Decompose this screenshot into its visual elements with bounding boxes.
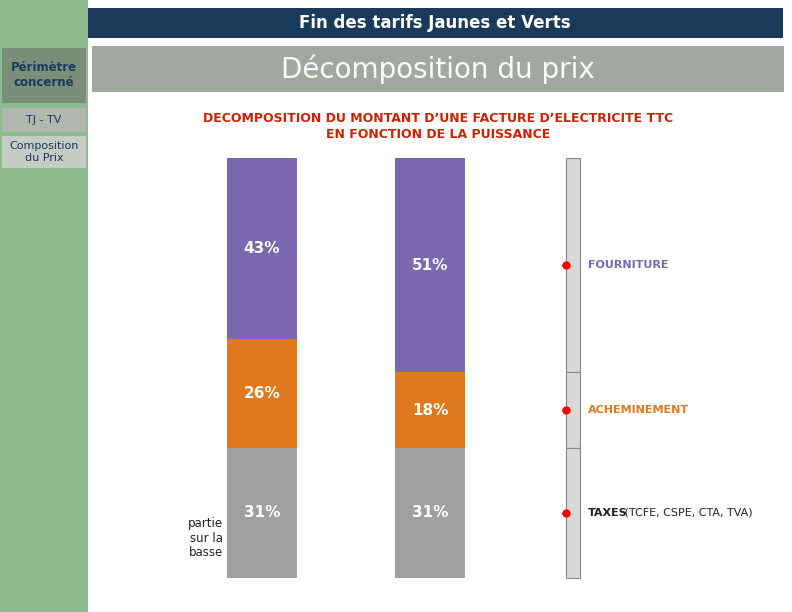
Text: 43%: 43% <box>244 241 280 256</box>
Text: Périmètre
concerné: Périmètre concerné <box>11 61 77 89</box>
FancyBboxPatch shape <box>395 448 465 578</box>
FancyBboxPatch shape <box>395 158 465 372</box>
Text: 18%: 18% <box>412 403 448 417</box>
Text: TAXES: TAXES <box>588 508 628 518</box>
Text: Décomposition du prix: Décomposition du prix <box>281 54 595 84</box>
Text: Composition
du Prix: Composition du Prix <box>10 141 78 163</box>
FancyBboxPatch shape <box>2 108 86 132</box>
FancyBboxPatch shape <box>227 448 297 578</box>
Text: Fin des tarifs Jaunes et Verts: Fin des tarifs Jaunes et Verts <box>299 14 571 32</box>
Text: EN FONCTION DE LA PUISSANCE: EN FONCTION DE LA PUISSANCE <box>326 127 550 141</box>
Text: 31%: 31% <box>412 506 448 520</box>
FancyBboxPatch shape <box>227 158 297 338</box>
FancyBboxPatch shape <box>566 372 580 448</box>
FancyBboxPatch shape <box>88 8 783 38</box>
Text: ACHEMINEMENT: ACHEMINEMENT <box>588 405 689 415</box>
FancyBboxPatch shape <box>0 0 88 612</box>
Text: 51%: 51% <box>412 258 448 272</box>
Text: FOURNITURE: FOURNITURE <box>588 260 668 270</box>
Text: partie
sur la
basse: partie sur la basse <box>188 517 223 559</box>
Text: DECOMPOSITION DU MONTANT D’UNE FACTURE D’ELECTRICITE TTC: DECOMPOSITION DU MONTANT D’UNE FACTURE D… <box>203 111 673 124</box>
Text: 31%: 31% <box>244 506 280 520</box>
FancyBboxPatch shape <box>566 448 580 578</box>
FancyBboxPatch shape <box>395 372 465 448</box>
FancyBboxPatch shape <box>227 338 297 448</box>
Text: TJ - TV: TJ - TV <box>26 115 62 125</box>
FancyBboxPatch shape <box>2 48 86 103</box>
FancyBboxPatch shape <box>92 46 784 92</box>
Text: (TCFE, CSPE, CTA, TVA): (TCFE, CSPE, CTA, TVA) <box>621 508 752 518</box>
Text: 26%: 26% <box>244 386 280 401</box>
FancyBboxPatch shape <box>566 158 580 372</box>
FancyBboxPatch shape <box>2 136 86 168</box>
